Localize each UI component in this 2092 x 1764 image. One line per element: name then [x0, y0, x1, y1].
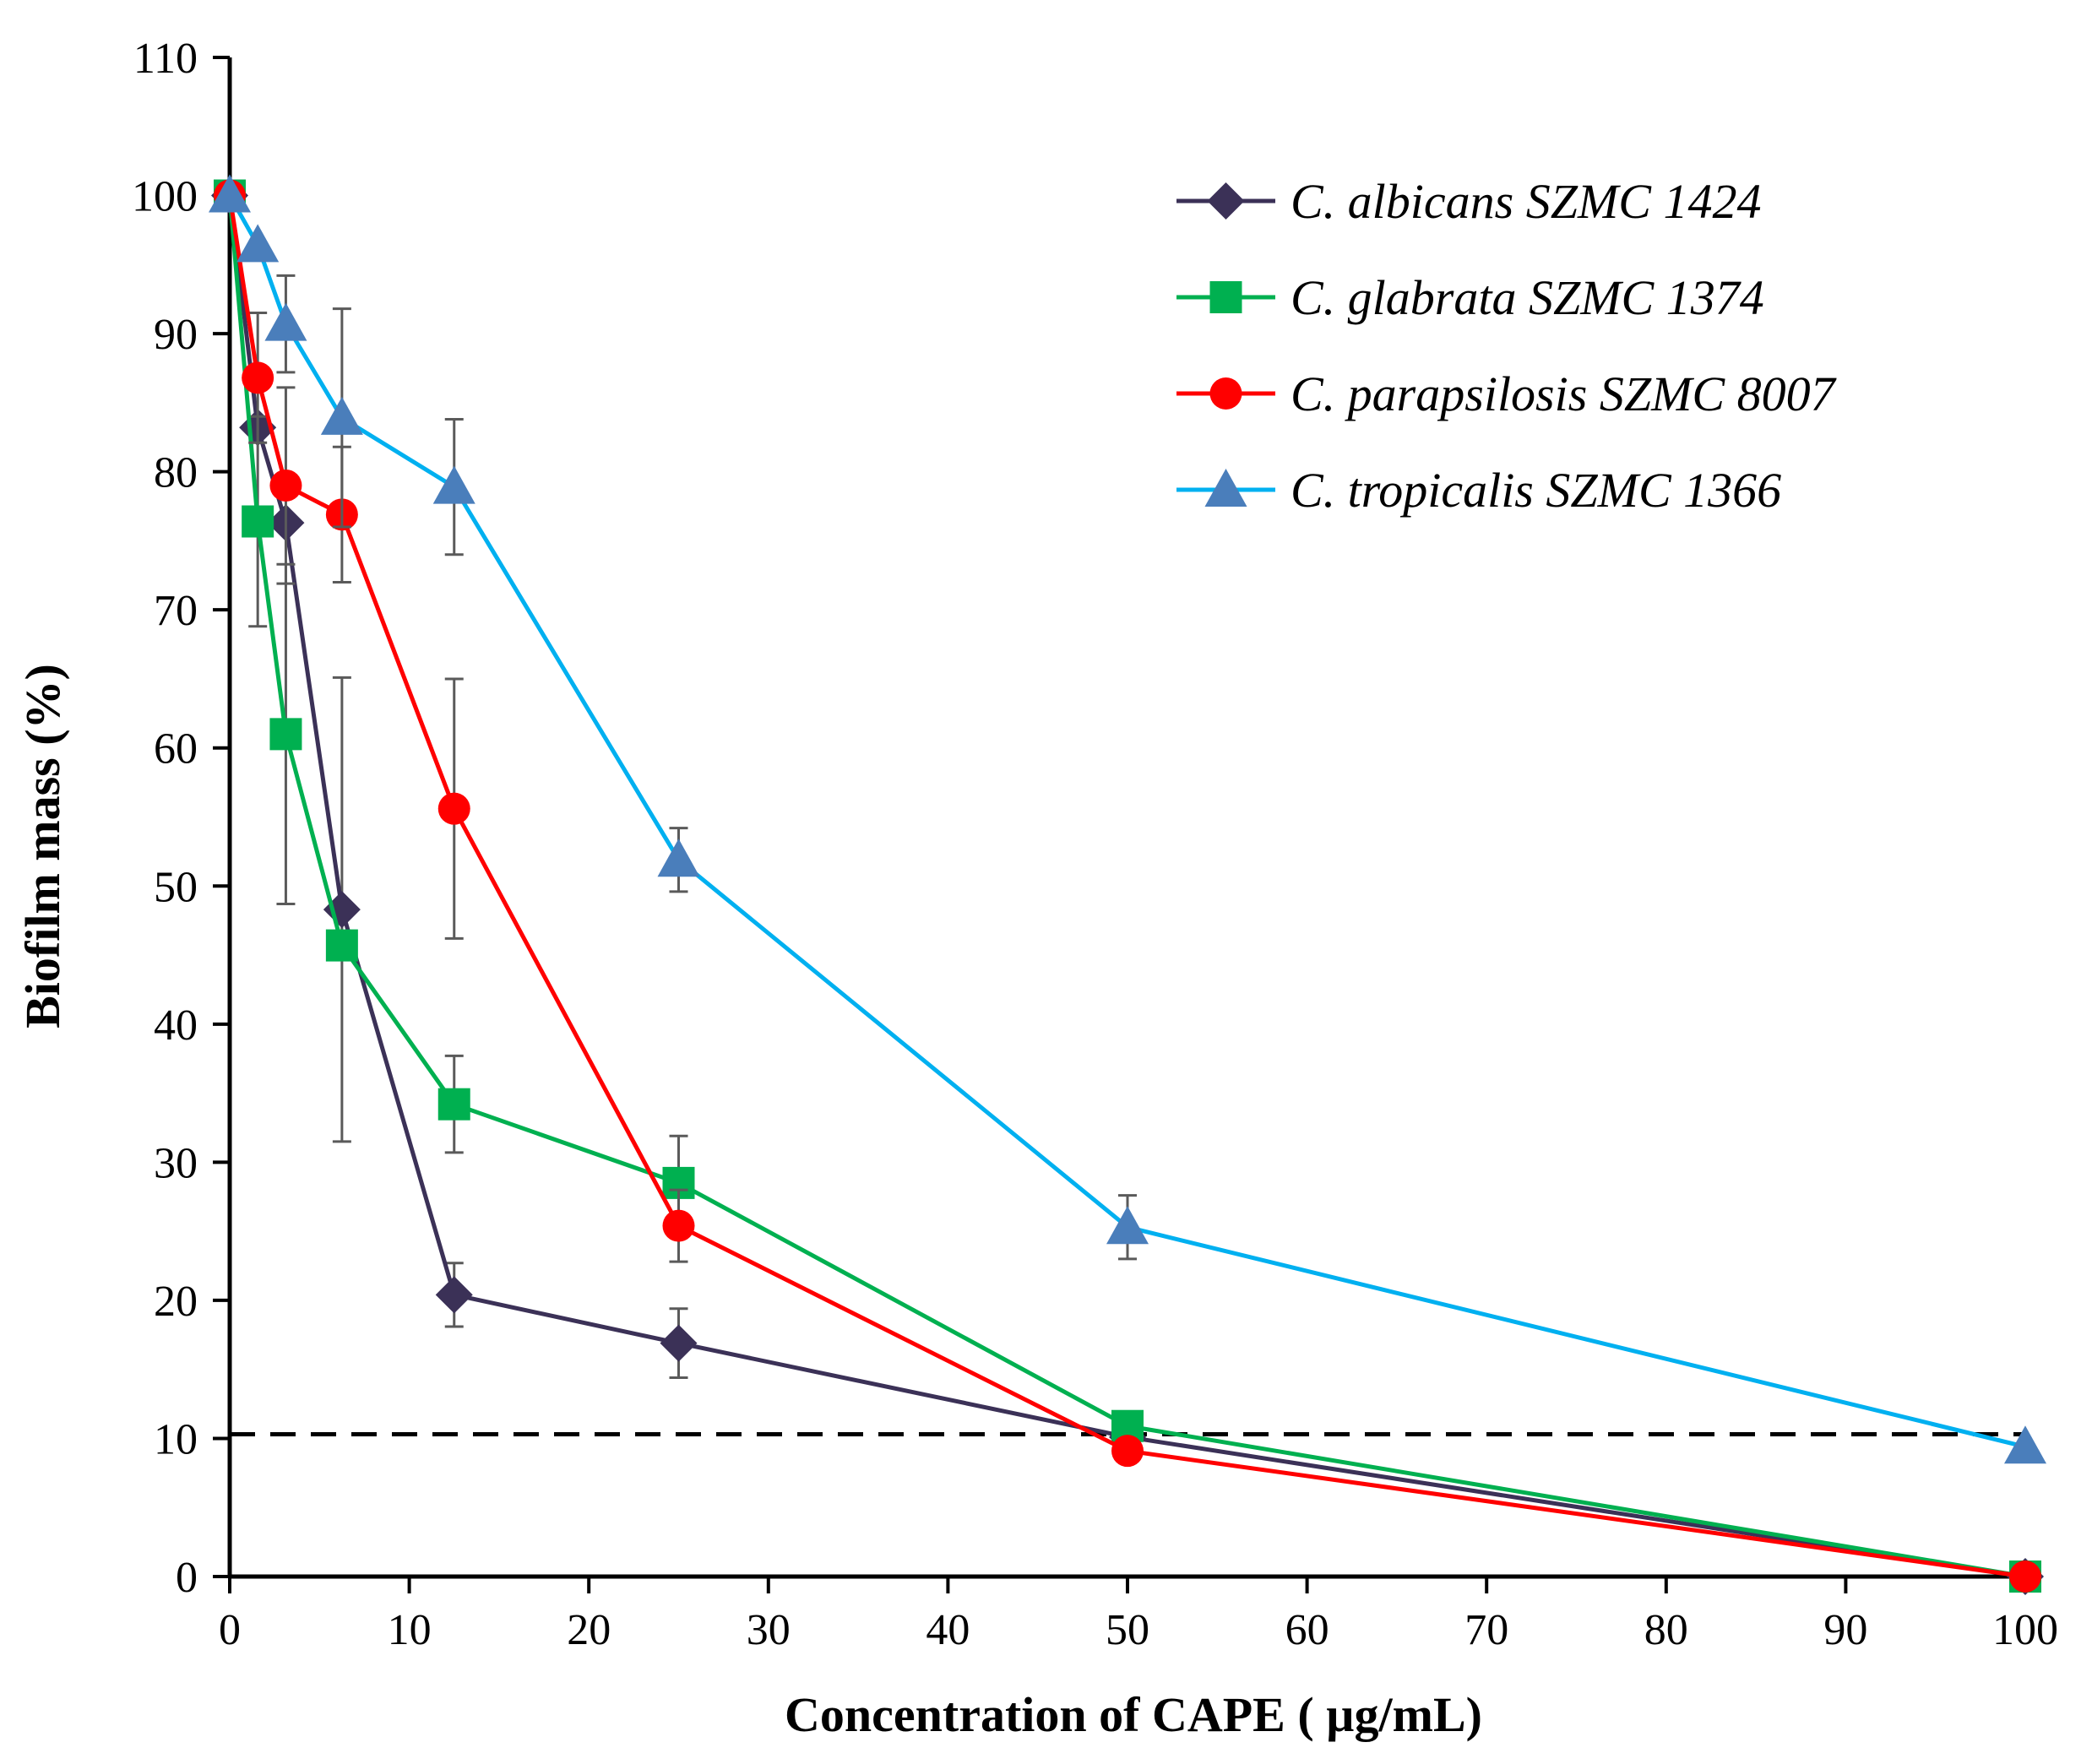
data-point [432, 465, 475, 504]
x-tick-label: 10 [388, 1606, 432, 1654]
y-tick-label: 70 [154, 587, 198, 635]
series-line [227, 195, 2026, 1579]
legend-swatch-marker [1207, 182, 1245, 220]
x-axis-title: Concentration of CAPE ( µg/mL) [785, 1687, 1482, 1742]
data-point [236, 224, 280, 263]
data-point [242, 361, 274, 394]
data-point [1106, 1206, 1149, 1245]
series-3 [214, 179, 2041, 1593]
x-tick-label: 100 [1992, 1606, 2058, 1654]
legend-swatch-marker [1209, 377, 1242, 410]
data-point [660, 1324, 698, 1362]
series-group [209, 174, 2046, 1595]
data-point [242, 505, 274, 538]
series-4 [209, 174, 2046, 1464]
y-tick-label: 0 [176, 1554, 198, 1602]
data-point [323, 891, 361, 929]
x-tick-label: 40 [926, 1606, 970, 1654]
data-point [662, 1209, 695, 1242]
data-point [2009, 1560, 2041, 1593]
legend-swatch-marker [1204, 469, 1247, 507]
legend-label: C. tropicalis SZMC 1366 [1291, 463, 1781, 518]
data-point [437, 1088, 470, 1121]
y-tick-label: 30 [154, 1139, 198, 1187]
data-point [264, 302, 307, 341]
y-tick-label: 60 [154, 725, 198, 773]
data-point [269, 469, 302, 502]
legend: C. albicans SZMC 1424 C. glabrata SZMC 13… [1176, 174, 1837, 518]
legend-item: C. glabrata SZMC 1374 [1176, 270, 1764, 325]
data-point [657, 839, 700, 877]
data-point [2004, 1425, 2046, 1464]
x-tick-label: 30 [747, 1606, 791, 1654]
y-tick-label: 10 [154, 1415, 198, 1463]
data-point [435, 1276, 473, 1314]
y-tick-label: 100 [132, 173, 198, 221]
data-point [325, 929, 358, 962]
y-tick-label: 90 [154, 311, 198, 359]
y-tick-label: 40 [154, 1001, 198, 1050]
axes: 0 10 20 30 40 50 60 70 80 90 100 0 10 20 30 40 50 60 70 80 9… [132, 35, 2058, 1654]
x-tick-label: 70 [1464, 1606, 1508, 1654]
legend-item: C. albicans SZMC 1424 [1176, 174, 1762, 229]
x-tick-label: 80 [1644, 1606, 1688, 1654]
legend-label: C. glabrata SZMC 1374 [1291, 270, 1764, 325]
x-tick-label: 60 [1285, 1606, 1329, 1654]
legend-item: C. parapsilosis SZMC 8007 [1176, 366, 1837, 421]
legend-label: C. parapsilosis SZMC 8007 [1291, 366, 1837, 421]
y-tick-label: 50 [154, 863, 198, 911]
data-point [437, 792, 470, 825]
y-tick-label: 110 [133, 35, 198, 83]
x-tick-label: 0 [219, 1606, 241, 1654]
y-axis-title: Biofilm mass (%) [15, 664, 70, 1029]
legend-label: C. albicans SZMC 1424 [1291, 174, 1762, 229]
data-point [209, 174, 251, 213]
series-line [227, 195, 2026, 1579]
x-tick-label: 20 [567, 1606, 611, 1654]
data-point [269, 718, 302, 751]
y-tick-label: 80 [154, 449, 198, 497]
legend-item: C. tropicalis SZMC 1366 [1176, 463, 1781, 518]
x-tick-label: 50 [1106, 1606, 1149, 1654]
x-tick-label: 90 [1823, 1606, 1867, 1654]
data-point [320, 396, 363, 435]
data-point [1111, 1435, 1144, 1468]
legend-swatch-marker [1209, 281, 1242, 313]
y-tick-label: 20 [154, 1278, 198, 1326]
